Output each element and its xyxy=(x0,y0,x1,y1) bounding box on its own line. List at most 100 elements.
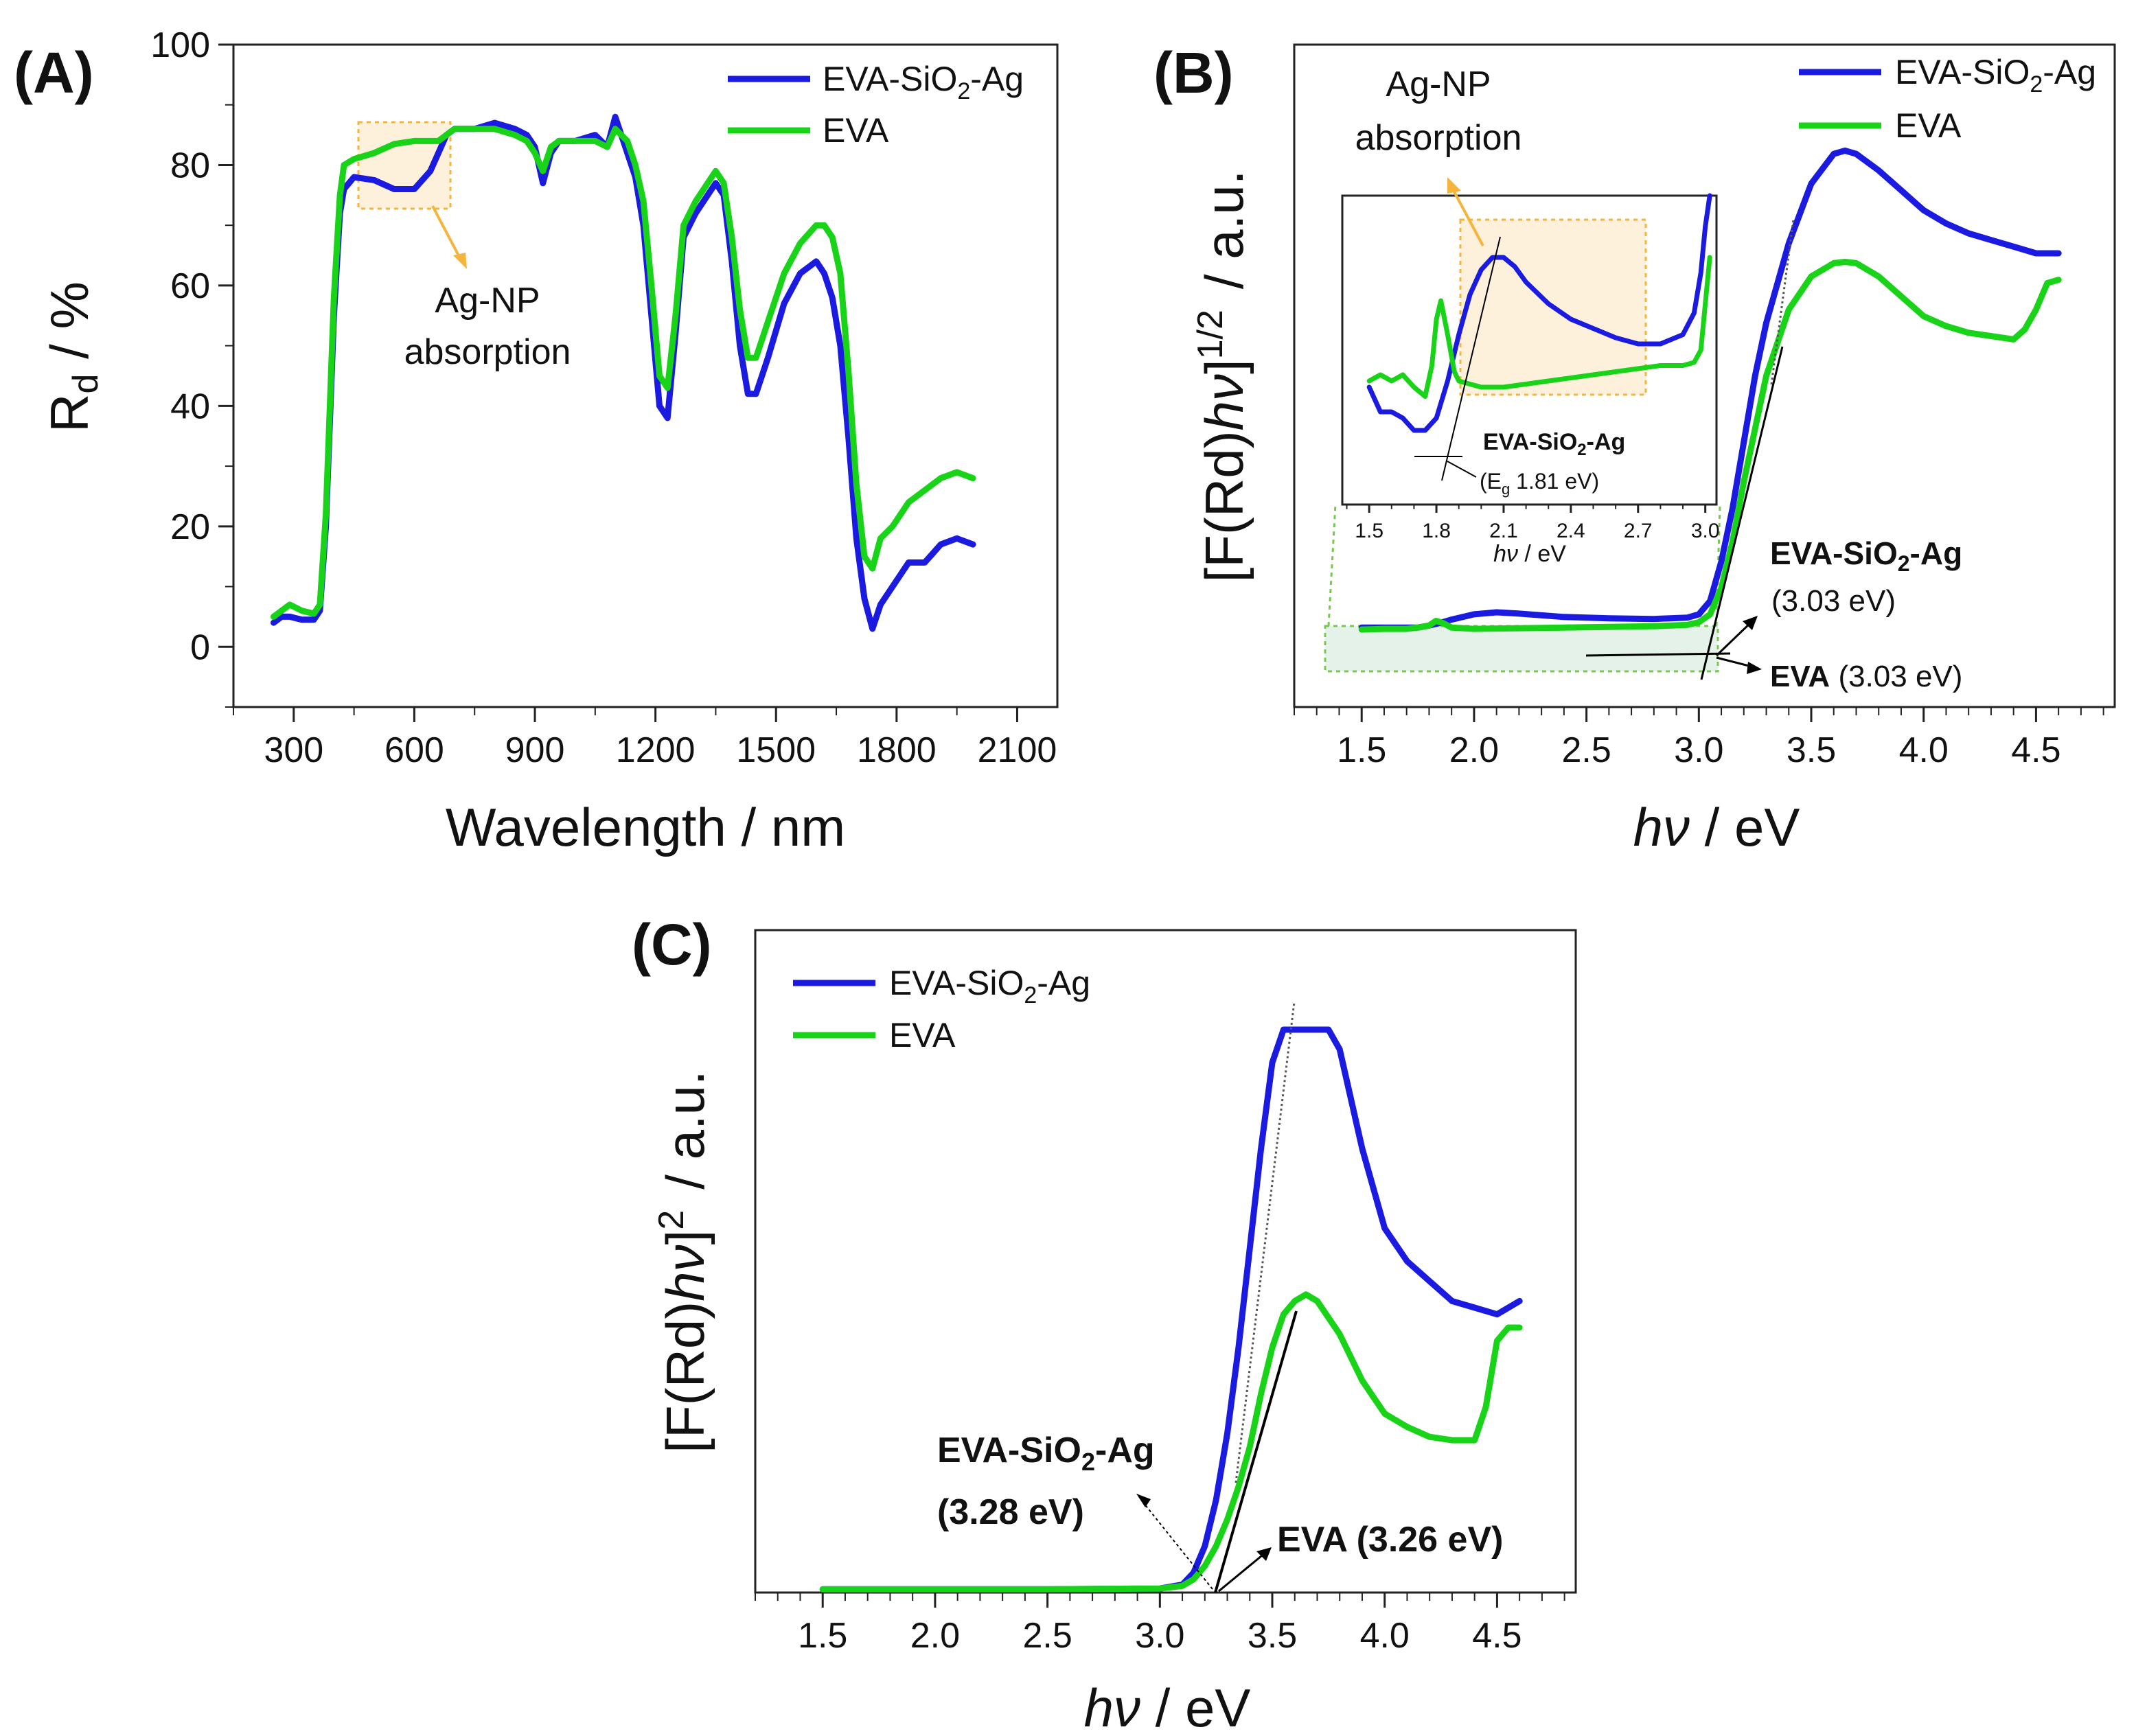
panel-b-legend-green-label: EVA xyxy=(1895,106,1962,145)
panel-a-ag-box xyxy=(357,121,452,210)
panel-c-blue-eg-value: (3.28 eV) xyxy=(937,1492,1084,1532)
inset-xtick-label-4: 2.7 xyxy=(1624,520,1653,542)
inset-tangent xyxy=(1441,236,1501,481)
panel-c-legend-green-label: EVA xyxy=(889,1016,956,1054)
panel-b-xtick-label-5: 4.0 xyxy=(1899,730,1949,770)
panel-c-xtick-label-2: 2.5 xyxy=(1022,1616,1072,1656)
panel-a-xtick-label-6: 2100 xyxy=(978,730,1057,770)
panel-b-label: (B) xyxy=(1153,40,1234,105)
panel-a-ytick-label-5: 100 xyxy=(150,25,210,65)
panel-b-ag-line2: absorption xyxy=(1355,118,1522,158)
panel-a-xtick-label-2: 900 xyxy=(505,730,565,770)
panel-a-label: (A) xyxy=(14,40,94,105)
panel-b-green-eg-label: EVA (3.03 eV) xyxy=(1770,660,1962,693)
panel-a-ytick-label-3: 60 xyxy=(170,266,210,306)
panel-b: (B) 1.5 2.0 2.5 3.0 3.5 4.0 4.5 1.5 1.8 2.1 2.4 2.… xyxy=(1153,40,2116,857)
panel-b-xtick-label-4: 3.5 xyxy=(1787,730,1836,770)
panel-b-ylabel: [F(Rd)hν]1/2/ a.u. xyxy=(1191,170,1254,583)
panel-b-xtick-label-0: 1.5 xyxy=(1337,730,1386,770)
panel-c-xtick-label-1: 2.0 xyxy=(910,1616,960,1656)
panel-c-legend-blue-label: EVA-SiO2-Ag xyxy=(889,964,1090,1008)
panel-b-blue-eg-arrow xyxy=(1715,620,1754,657)
inset-series-eva-sio2-ag xyxy=(1366,193,1712,433)
panel-a-frame xyxy=(232,43,1059,708)
panel-a-xtick-label-1: 600 xyxy=(384,730,444,770)
panel-a-ag-line2: absorption xyxy=(404,332,571,372)
inset-xtick-label-5: 3.0 xyxy=(1691,520,1720,542)
panel-b-ag-arrow-head xyxy=(1447,177,1461,194)
panel-c-tangent-green xyxy=(1214,1310,1298,1593)
panel-a-xtick-label-4: 1500 xyxy=(736,730,816,770)
panel-b-ag-line1: Ag-NP xyxy=(1386,65,1491,104)
panel-c: (C) 1.5 2.0 2.5 3.0 3.5 4.0 4.5 EVA-SiO2-Ag (3… xyxy=(632,912,1577,1736)
panel-b-series xyxy=(1358,147,2062,633)
panel-a-ytick-label-1: 20 xyxy=(170,507,210,547)
panel-c-ticks: 1.5 2.0 2.5 3.0 3.5 4.0 4.5 xyxy=(755,1593,1565,1656)
panel-b-xtick-label-1: 2.0 xyxy=(1449,730,1499,770)
inset-series-eva xyxy=(1366,255,1712,399)
panel-b-ag-arrow-line xyxy=(1450,186,1484,246)
panel-c-series-eva xyxy=(819,1291,1523,1593)
panel-b-baseline xyxy=(1585,652,1731,657)
panel-c-xtick-label-0: 1.5 xyxy=(798,1616,847,1656)
inset-eg-arrow xyxy=(1447,461,1477,478)
panel-c-xtick-label-3: 3.0 xyxy=(1135,1616,1184,1656)
panel-c-xtick-label-5: 4.0 xyxy=(1360,1616,1410,1656)
panel-a: (A) 300 600 900 1200 1500 1800 2100 0 20 40 60 80 10… xyxy=(14,25,1059,857)
panel-b-zoom-box xyxy=(1324,625,1719,673)
panel-c-xtick-label-4: 3.5 xyxy=(1248,1616,1297,1656)
panel-a-xtick-label-5: 1800 xyxy=(857,730,937,770)
panel-c-series-eva-sio2-ag xyxy=(819,1026,1523,1593)
panel-a-series-eva-sio2-ag xyxy=(271,113,976,632)
inset-xlabel: hν / eV xyxy=(1493,541,1566,567)
panel-c-frame xyxy=(754,929,1577,1594)
panel-b-xtick-label-6: 4.5 xyxy=(2011,730,2060,770)
panel-b-zoom-link-left xyxy=(1327,504,1337,627)
inset-xtick-label-1: 1.8 xyxy=(1422,520,1451,542)
panel-b-xtick-label-2: 2.5 xyxy=(1561,730,1611,770)
inset-xtick-label-0: 1.5 xyxy=(1355,520,1383,542)
panel-b-tangent-blue xyxy=(1700,346,1784,680)
panel-c-green-eg-label: EVA (3.26 eV) xyxy=(1277,1520,1503,1560)
inset-xtick-label-3: 2.4 xyxy=(1557,520,1585,542)
inset-series xyxy=(1366,193,1712,433)
panel-a-ag-arrow-line xyxy=(431,205,463,262)
panel-c-green-eg-arrowhead xyxy=(1256,1547,1272,1561)
panel-a-legend-green-label: EVA xyxy=(823,111,889,150)
panel-b-tangent-dotted xyxy=(1770,219,1795,385)
panel-b-xtick-label-3: 3.0 xyxy=(1674,730,1723,770)
panel-b-legend-blue-label: EVA-SiO2-Ag xyxy=(1895,53,2096,97)
panel-c-label: (C) xyxy=(632,912,712,977)
panel-c-green-eg-arrow xyxy=(1218,1551,1266,1593)
panel-a-ytick-label-2: 40 xyxy=(170,387,210,427)
panel-c-xtick-label-6: 4.5 xyxy=(1472,1616,1521,1656)
inset-series-label: EVA-SiO2-Ag xyxy=(1483,429,1625,459)
panel-b-xlabel: hν / eV xyxy=(1633,797,1800,857)
inset-ticks: 1.5 1.8 2.1 2.4 2.7 3.0 xyxy=(1346,505,1720,542)
panel-a-xtick-label-3: 1200 xyxy=(616,730,696,770)
panel-a-xlabel: Wavelength / nm xyxy=(446,797,845,857)
panel-a-ylabel: Rd / % xyxy=(39,281,106,432)
panel-a-series-eva xyxy=(271,126,976,620)
panel-c-series xyxy=(819,1026,1523,1593)
panel-b-blue-eg-value: (3.03 eV) xyxy=(1771,584,1896,618)
panel-b-ticks: 1.5 2.0 2.5 3.0 3.5 4.0 4.5 xyxy=(1294,707,2104,770)
inset-eg-label: (Eg 1.81 eV) xyxy=(1480,469,1599,498)
panel-c-xlabel: hν / eV xyxy=(1084,1678,1251,1736)
inset-xtick-label-2: 2.1 xyxy=(1489,520,1518,542)
panel-a-ag-arrow-head xyxy=(453,253,467,269)
panel-a-legend-blue-label: EVA-SiO2-Ag xyxy=(823,60,1024,104)
panel-b-series-eva-sio2-ag xyxy=(1358,147,2062,631)
panel-c-ylabel: [F(Rd)hν]2/ a.u. xyxy=(652,1070,715,1453)
panel-c-blue-eg-arrowhead xyxy=(1136,1494,1151,1507)
panel-a-xtick-label-0: 300 xyxy=(264,730,323,770)
panel-a-ytick-label-0: 0 xyxy=(190,627,210,667)
panel-a-ag-line1: Ag-NP xyxy=(435,281,540,321)
panel-c-tangent-dotted xyxy=(1234,1002,1296,1483)
panel-b-blue-eg-name: EVA-SiO2-Ag xyxy=(1770,535,1962,576)
panel-b-series-eva xyxy=(1358,259,2062,633)
panel-c-blue-eg-arrow xyxy=(1140,1499,1213,1590)
panel-b-green-eg-arrowhead xyxy=(1747,662,1762,674)
panel-a-series xyxy=(271,113,976,632)
